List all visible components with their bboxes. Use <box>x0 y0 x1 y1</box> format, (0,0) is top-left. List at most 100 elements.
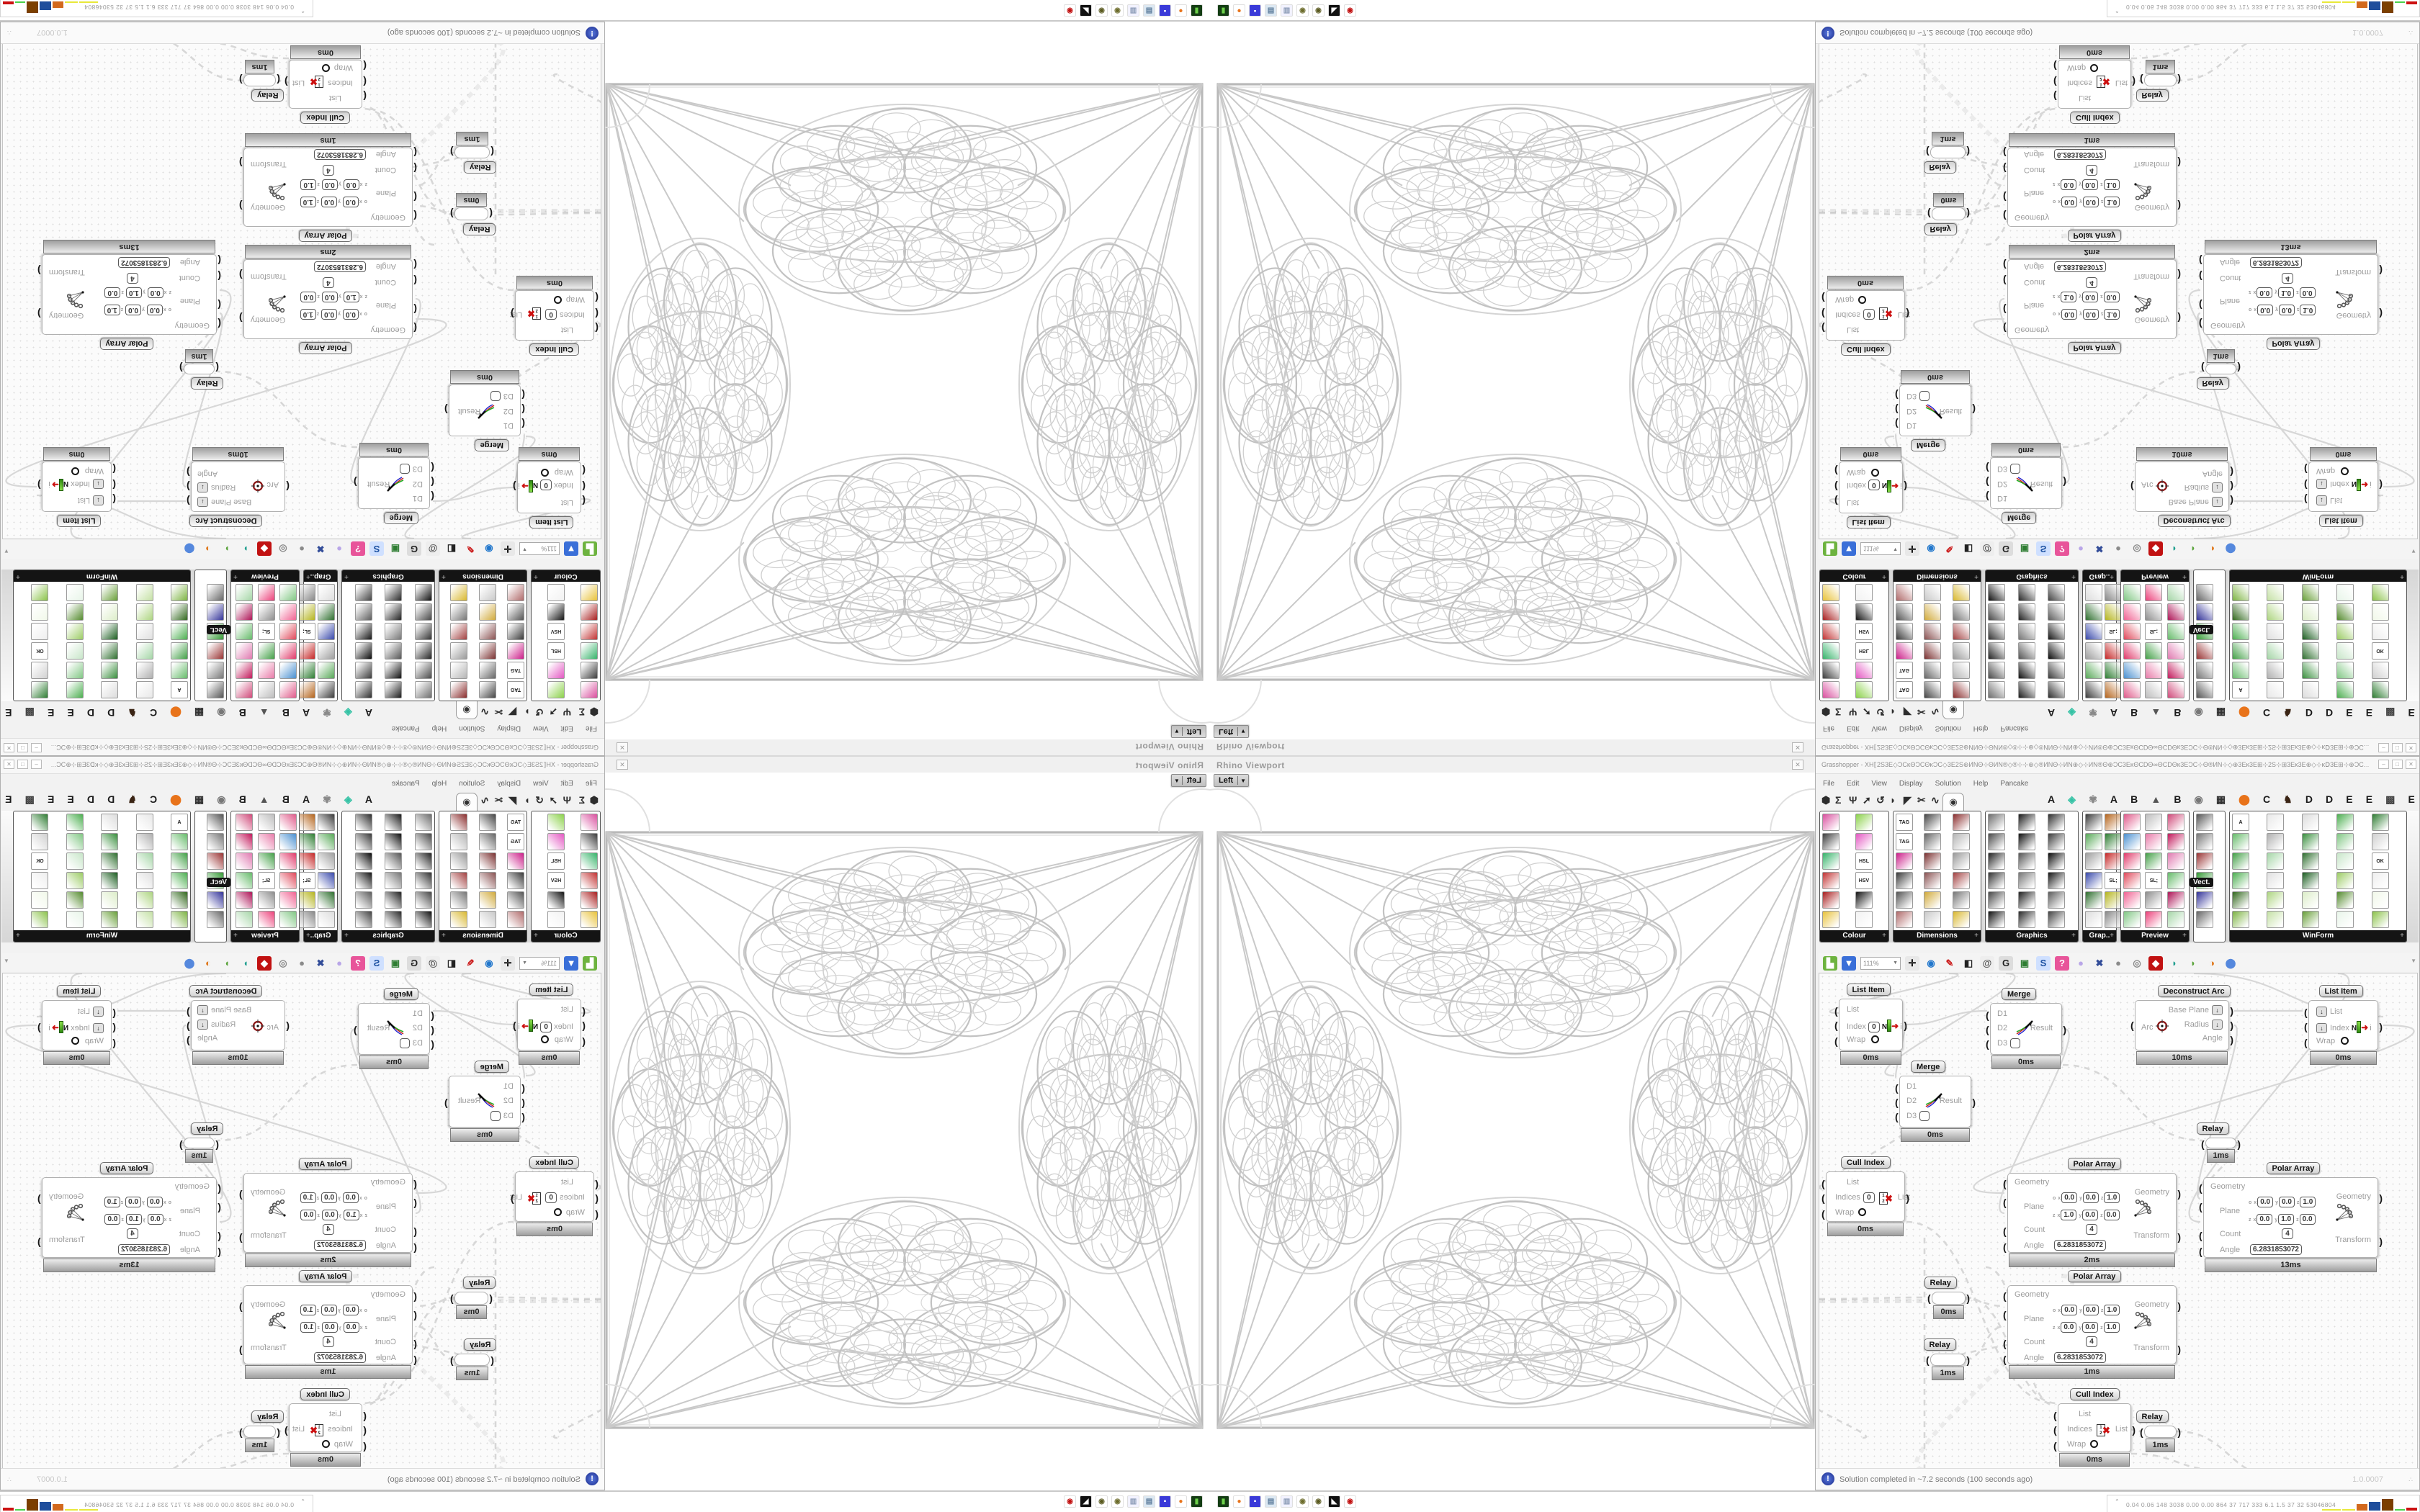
component-icon[interactable] <box>450 623 468 640</box>
component-icon[interactable] <box>354 623 372 640</box>
component-icon[interactable] <box>1952 623 1970 640</box>
component-icon[interactable] <box>1924 603 1942 621</box>
minimize-icon[interactable]: – <box>31 743 42 752</box>
category-tab-icon[interactable]: ⬢ <box>589 706 599 718</box>
component-icon[interactable] <box>1952 662 1970 679</box>
plane-value-box[interactable]: 0.0 <box>321 1192 337 1203</box>
component-icon[interactable] <box>135 623 153 640</box>
component-icon[interactable]: OK <box>2371 642 2389 660</box>
output-jack[interactable]: ) <box>1966 1292 1970 1304</box>
category-tab-icon[interactable]: Ψ <box>1849 794 1857 806</box>
output-jack[interactable]: ) <box>239 1344 243 1355</box>
gem-icon[interactable]: ◆ <box>2148 541 2163 557</box>
input-jack[interactable]: ( <box>2304 1007 2308 1018</box>
input-jack[interactable]: ( <box>490 146 494 158</box>
component-icon[interactable] <box>236 814 254 831</box>
node-label[interactable]: Polar Array <box>2067 1270 2122 1282</box>
plane-value-box[interactable]: 0.0 <box>2082 1210 2099 1220</box>
empty-input-box[interactable] <box>490 1111 501 1121</box>
plane-value-box[interactable]: 1.0 <box>300 1192 316 1203</box>
component-icon[interactable] <box>354 852 372 870</box>
output-jack[interactable]: ) <box>2230 481 2233 492</box>
input-jack[interactable]: ( <box>2003 304 2007 315</box>
output-jack[interactable]: ) <box>2177 200 2181 212</box>
component-icon[interactable] <box>2232 584 2249 601</box>
plugin-tab[interactable]: ⬤ <box>2238 707 2250 719</box>
sketch-pen-icon[interactable]: ✎ <box>1945 957 1954 968</box>
component-icon[interactable] <box>298 833 315 850</box>
palette-tag-vect[interactable]: Vect. <box>206 878 230 887</box>
component-icon[interactable] <box>2301 603 2319 621</box>
node-label[interactable]: Polar Array <box>2266 338 2321 350</box>
node-label[interactable]: Relay <box>2196 377 2229 390</box>
component-icon[interactable] <box>1988 852 2005 870</box>
output-jack[interactable]: ) <box>2379 1236 2383 1247</box>
component-icon[interactable] <box>2301 911 2319 928</box>
zoom-fit-icon[interactable]: ✛ <box>1905 955 1919 971</box>
output-jack[interactable]: ) <box>2132 76 2136 88</box>
component-icon[interactable] <box>478 872 496 889</box>
component-icon[interactable] <box>318 662 335 679</box>
menu-help[interactable]: Help <box>431 724 447 732</box>
input-jack[interactable]: ( <box>218 1246 221 1257</box>
component-icon[interactable] <box>2085 623 2102 640</box>
menu-solution[interactable]: Solution <box>1935 780 1961 788</box>
chevron-down-icon[interactable]: ▼ <box>1893 546 1898 552</box>
node-label[interactable]: Polar Array <box>298 1270 353 1282</box>
menu-display[interactable]: Display <box>497 724 521 732</box>
category-tab-icon[interactable]: ◤ <box>508 706 516 718</box>
plugin-tab[interactable]: ▲ <box>259 793 269 805</box>
component-icon[interactable] <box>385 891 403 909</box>
plugin-tab[interactable]: B <box>238 707 246 719</box>
menu-file[interactable]: File <box>585 724 597 732</box>
component-icon[interactable] <box>2085 872 2102 889</box>
component-icon[interactable] <box>2336 911 2354 928</box>
component-icon[interactable] <box>2017 891 2035 909</box>
component-icon[interactable] <box>354 911 372 928</box>
output-jack[interactable]: ) <box>37 265 41 276</box>
flatten-icon[interactable]: ↓ <box>197 497 208 507</box>
plane-value-box[interactable]: 0.0 <box>125 1197 141 1207</box>
component-icon[interactable] <box>2085 891 2102 909</box>
component-icon[interactable] <box>450 662 468 679</box>
plugin-tab[interactable]: ⬤ <box>170 793 182 805</box>
component-icon[interactable] <box>2123 584 2141 601</box>
input-jack[interactable]: ( <box>363 91 367 102</box>
firefox-icon[interactable]: ● <box>1175 1495 1187 1508</box>
index-value-box[interactable]: 0 <box>540 1022 552 1032</box>
input-jack[interactable]: ( <box>215 1138 219 1150</box>
component-icon[interactable] <box>31 833 49 850</box>
maximize-icon[interactable]: □ <box>17 743 28 752</box>
component-icon[interactable] <box>257 911 275 928</box>
component-icon[interactable] <box>2371 681 2389 698</box>
info-icon[interactable]: ! <box>1821 27 1834 40</box>
node-relay[interactable]: () <box>179 362 219 374</box>
count-value-box[interactable]: 4 <box>2282 273 2293 284</box>
plane-value-box[interactable]: 1.0 <box>2278 1214 2295 1225</box>
gem-icon[interactable]: ◆ <box>257 541 272 557</box>
component-icon[interactable] <box>2301 681 2319 698</box>
component-icon[interactable] <box>415 662 432 679</box>
input-jack[interactable]: ( <box>2003 192 2007 203</box>
plugin-tab[interactable]: B <box>282 793 290 805</box>
component-icon[interactable] <box>1952 603 1970 621</box>
save-icon[interactable]: ▼ <box>564 955 578 971</box>
component-icon[interactable] <box>2123 681 2141 698</box>
input-jack[interactable]: ( <box>363 76 367 88</box>
component-icon[interactable] <box>478 891 496 909</box>
palette-footer[interactable]: Grap.. + <box>304 570 337 582</box>
component-icon[interactable] <box>2336 833 2354 850</box>
plane-value-box[interactable]: 0.0 <box>2082 179 2099 190</box>
component-icon[interactable] <box>2232 833 2249 850</box>
input-jack[interactable]: ( <box>277 1426 280 1438</box>
node-label[interactable]: List Item <box>2318 985 2363 997</box>
firefox-icon[interactable]: ● <box>1233 4 1245 17</box>
component-icon[interactable] <box>101 642 119 660</box>
palette-footer[interactable]: WinForm + <box>2230 570 2406 582</box>
angle-value-box[interactable]: 6.2831853072 <box>2250 1244 2302 1255</box>
output-jack[interactable]: ) <box>2379 265 2383 276</box>
profiler-panel[interactable]: ⌃ 0.04 0.06 148 3038 0.00 0.00 864 37 71… <box>0 1495 313 1512</box>
open-file-icon[interactable]: ▙ <box>583 955 597 971</box>
